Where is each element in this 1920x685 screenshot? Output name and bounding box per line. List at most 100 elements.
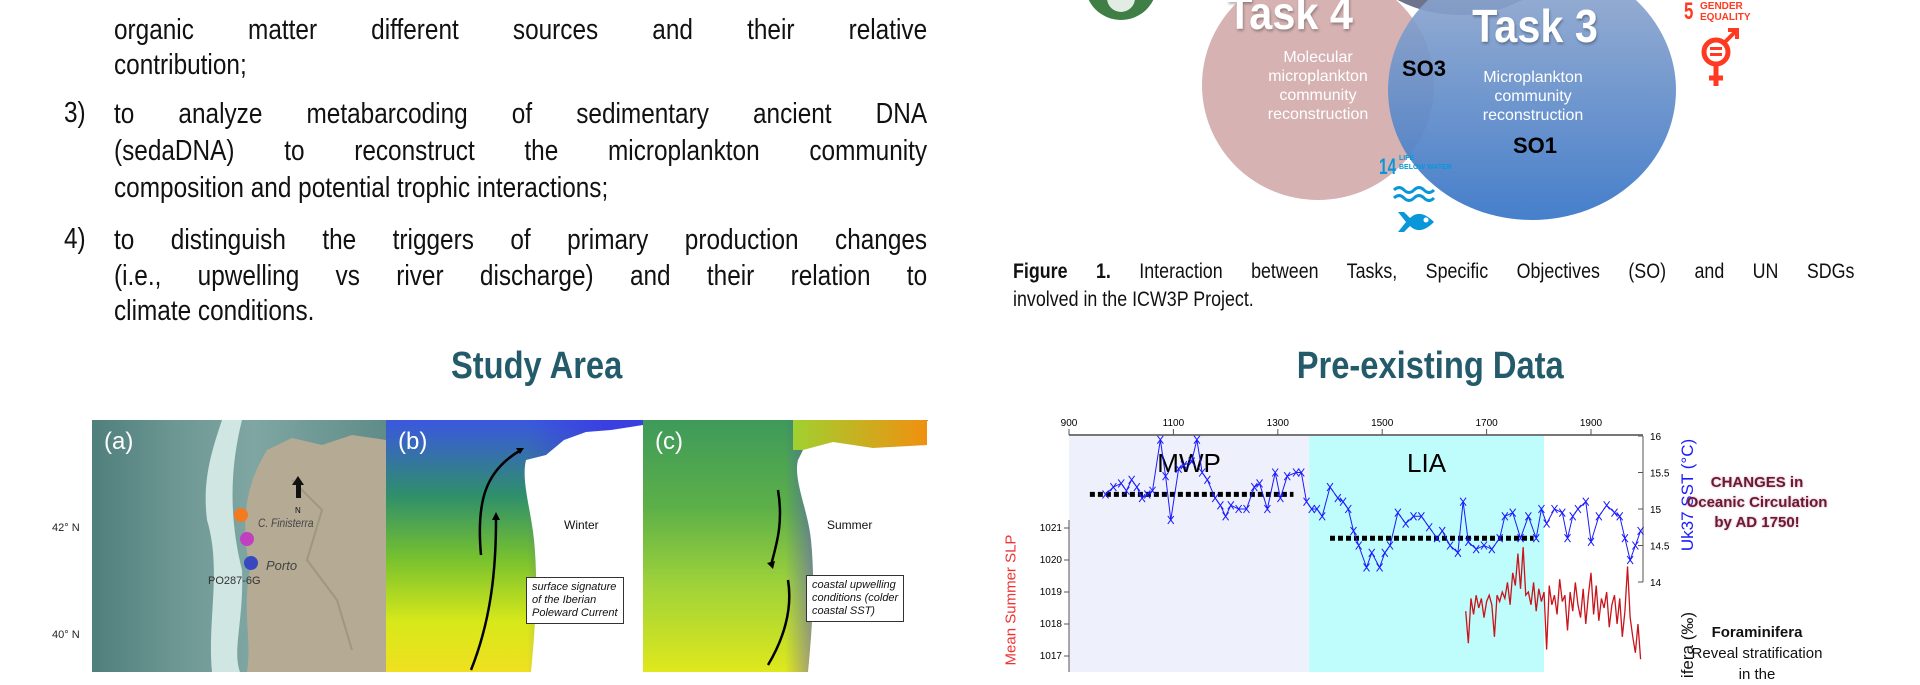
map-panel-b: (b) Winter surface signature of the Iberi… bbox=[386, 420, 643, 672]
task3-title: Task 3 bbox=[1472, 0, 1598, 52]
sst-point bbox=[1582, 497, 1590, 506]
objectives-list: organic matter different sources and the… bbox=[0, 0, 940, 330]
sst-point bbox=[1464, 537, 1472, 547]
sst-point bbox=[1297, 468, 1305, 477]
slp-axis-label: Mean Summer SLP bbox=[1002, 534, 1020, 666]
sst-point bbox=[1569, 511, 1577, 521]
sst-point bbox=[1109, 482, 1117, 492]
sst-point bbox=[1454, 548, 1462, 558]
sst-point bbox=[1551, 504, 1558, 514]
period-band bbox=[1309, 436, 1545, 672]
sst-point bbox=[1402, 519, 1410, 528]
core-site-blue bbox=[244, 556, 258, 570]
sst-point bbox=[1488, 544, 1496, 554]
sst-point bbox=[1616, 511, 1624, 521]
slp-tick-label: 1020 bbox=[1040, 555, 1063, 566]
objective-4-line: climate conditions. bbox=[114, 295, 315, 327]
sst-point bbox=[1133, 482, 1141, 492]
caption-label: Figure 1. bbox=[1013, 260, 1111, 283]
sst-point bbox=[1138, 493, 1146, 503]
sst-point bbox=[1480, 541, 1488, 550]
sst-point bbox=[1250, 482, 1258, 492]
sst-point bbox=[1386, 541, 1394, 550]
sst-tick-label: 14.5 bbox=[1650, 542, 1670, 553]
sst-point bbox=[1102, 490, 1109, 499]
sst-point bbox=[1123, 486, 1130, 496]
sst-point bbox=[1509, 508, 1517, 517]
sst-point bbox=[1313, 504, 1321, 514]
period-band bbox=[1069, 436, 1310, 672]
sst-point bbox=[1543, 519, 1551, 528]
sst-point bbox=[1149, 486, 1156, 496]
sst-tick-label: 16 bbox=[1650, 432, 1662, 443]
sst-point bbox=[1603, 501, 1611, 510]
sst-point bbox=[1433, 533, 1441, 543]
sst-point bbox=[1222, 511, 1229, 521]
x-tick-label: 1900 bbox=[1580, 418, 1603, 429]
sdg13-icon bbox=[1085, 0, 1157, 20]
so3-label: SO3 bbox=[1401, 56, 1447, 81]
x-tick-label: 1300 bbox=[1267, 418, 1290, 429]
objective-3-line: to analyze metabarcoding of sedimentary … bbox=[114, 98, 928, 130]
sdg14-icon: 14 LIFE BELOW WATER bbox=[1379, 154, 1459, 238]
sst-tick-label: 15.5 bbox=[1650, 469, 1670, 480]
sst-point bbox=[1472, 544, 1480, 554]
study-area-title: Study Area bbox=[450, 345, 623, 387]
map-note-c: coastal upwelling conditions (colder coast… bbox=[806, 575, 905, 622]
panel-b-label: (b) bbox=[398, 428, 428, 455]
x-tick-label: 1700 bbox=[1475, 418, 1498, 429]
sst-point bbox=[1180, 460, 1188, 470]
objective-3-line: composition and potential trophic intera… bbox=[114, 172, 609, 204]
sst-point bbox=[1446, 541, 1454, 550]
x-tick-label: 1100 bbox=[1163, 418, 1185, 429]
sdg5-line1: GENDER bbox=[1700, 1, 1743, 12]
sst-point bbox=[1501, 511, 1509, 521]
sst-point bbox=[1175, 464, 1183, 474]
sst-series-line bbox=[1105, 439, 1642, 569]
task4-title: Task 4 bbox=[1227, 0, 1353, 39]
sdg5-number: 5 bbox=[1684, 0, 1694, 25]
slp-series-line bbox=[1465, 547, 1642, 660]
sst-point bbox=[1203, 475, 1211, 485]
sst-point bbox=[1381, 548, 1389, 558]
sst-point bbox=[1292, 468, 1300, 477]
sst-point bbox=[1368, 548, 1376, 558]
figure-1-caption: Figure 1. Interaction between Tasks, Spe… bbox=[1013, 260, 1855, 311]
task3-description: Microplankton community reconstruction bbox=[1482, 69, 1584, 124]
sst-point bbox=[1517, 533, 1524, 543]
sst-point bbox=[1156, 435, 1164, 444]
sst-point bbox=[1496, 533, 1504, 543]
sst-point bbox=[1167, 515, 1175, 525]
sst-point bbox=[1188, 457, 1196, 466]
sst-point bbox=[1394, 508, 1402, 517]
sst-point bbox=[1326, 482, 1334, 492]
sst-point bbox=[1363, 563, 1370, 572]
sst-point bbox=[1263, 504, 1271, 514]
sst-point bbox=[1243, 504, 1250, 514]
circulation-note: CHANGES in Oceanic Circulation by AD 1750! bbox=[1686, 474, 1828, 531]
season-label: Winter bbox=[564, 518, 599, 532]
sst-point bbox=[1143, 490, 1151, 499]
map-panel-a: (a) C. Finisterra N Porto PO287-6G bbox=[92, 420, 386, 672]
sst-point bbox=[1283, 471, 1291, 481]
sst-point bbox=[1344, 504, 1352, 514]
map-panel-c: (c) Summer coastal upwelling conditions (… bbox=[643, 420, 927, 672]
sst-point bbox=[1532, 533, 1540, 543]
lat-label-40: 40° N bbox=[52, 629, 80, 641]
sst-point bbox=[1162, 471, 1169, 481]
slp-tick-label: 1019 bbox=[1040, 587, 1063, 598]
objective-4-line: (i.e., upwelling vs river discharge) and… bbox=[114, 260, 928, 292]
sst-point bbox=[1318, 511, 1326, 521]
north-arrow-icon bbox=[292, 476, 304, 498]
sst-point bbox=[1117, 479, 1125, 488]
sst-point bbox=[1308, 504, 1316, 514]
foraminifera-note: Foraminifera Reveal stratification in the bbox=[1691, 624, 1823, 683]
season-label: Summer bbox=[827, 518, 873, 532]
sst-tick-label: 15 bbox=[1650, 505, 1662, 516]
panel-c-label: (c) bbox=[655, 428, 683, 455]
x-tick-label: 1500 bbox=[1371, 418, 1394, 429]
sst-point bbox=[1211, 493, 1219, 503]
task4-description: Molecular microplankton community reconstru… bbox=[1267, 49, 1369, 123]
sst-point bbox=[1587, 537, 1595, 547]
sst-point bbox=[1227, 501, 1235, 510]
